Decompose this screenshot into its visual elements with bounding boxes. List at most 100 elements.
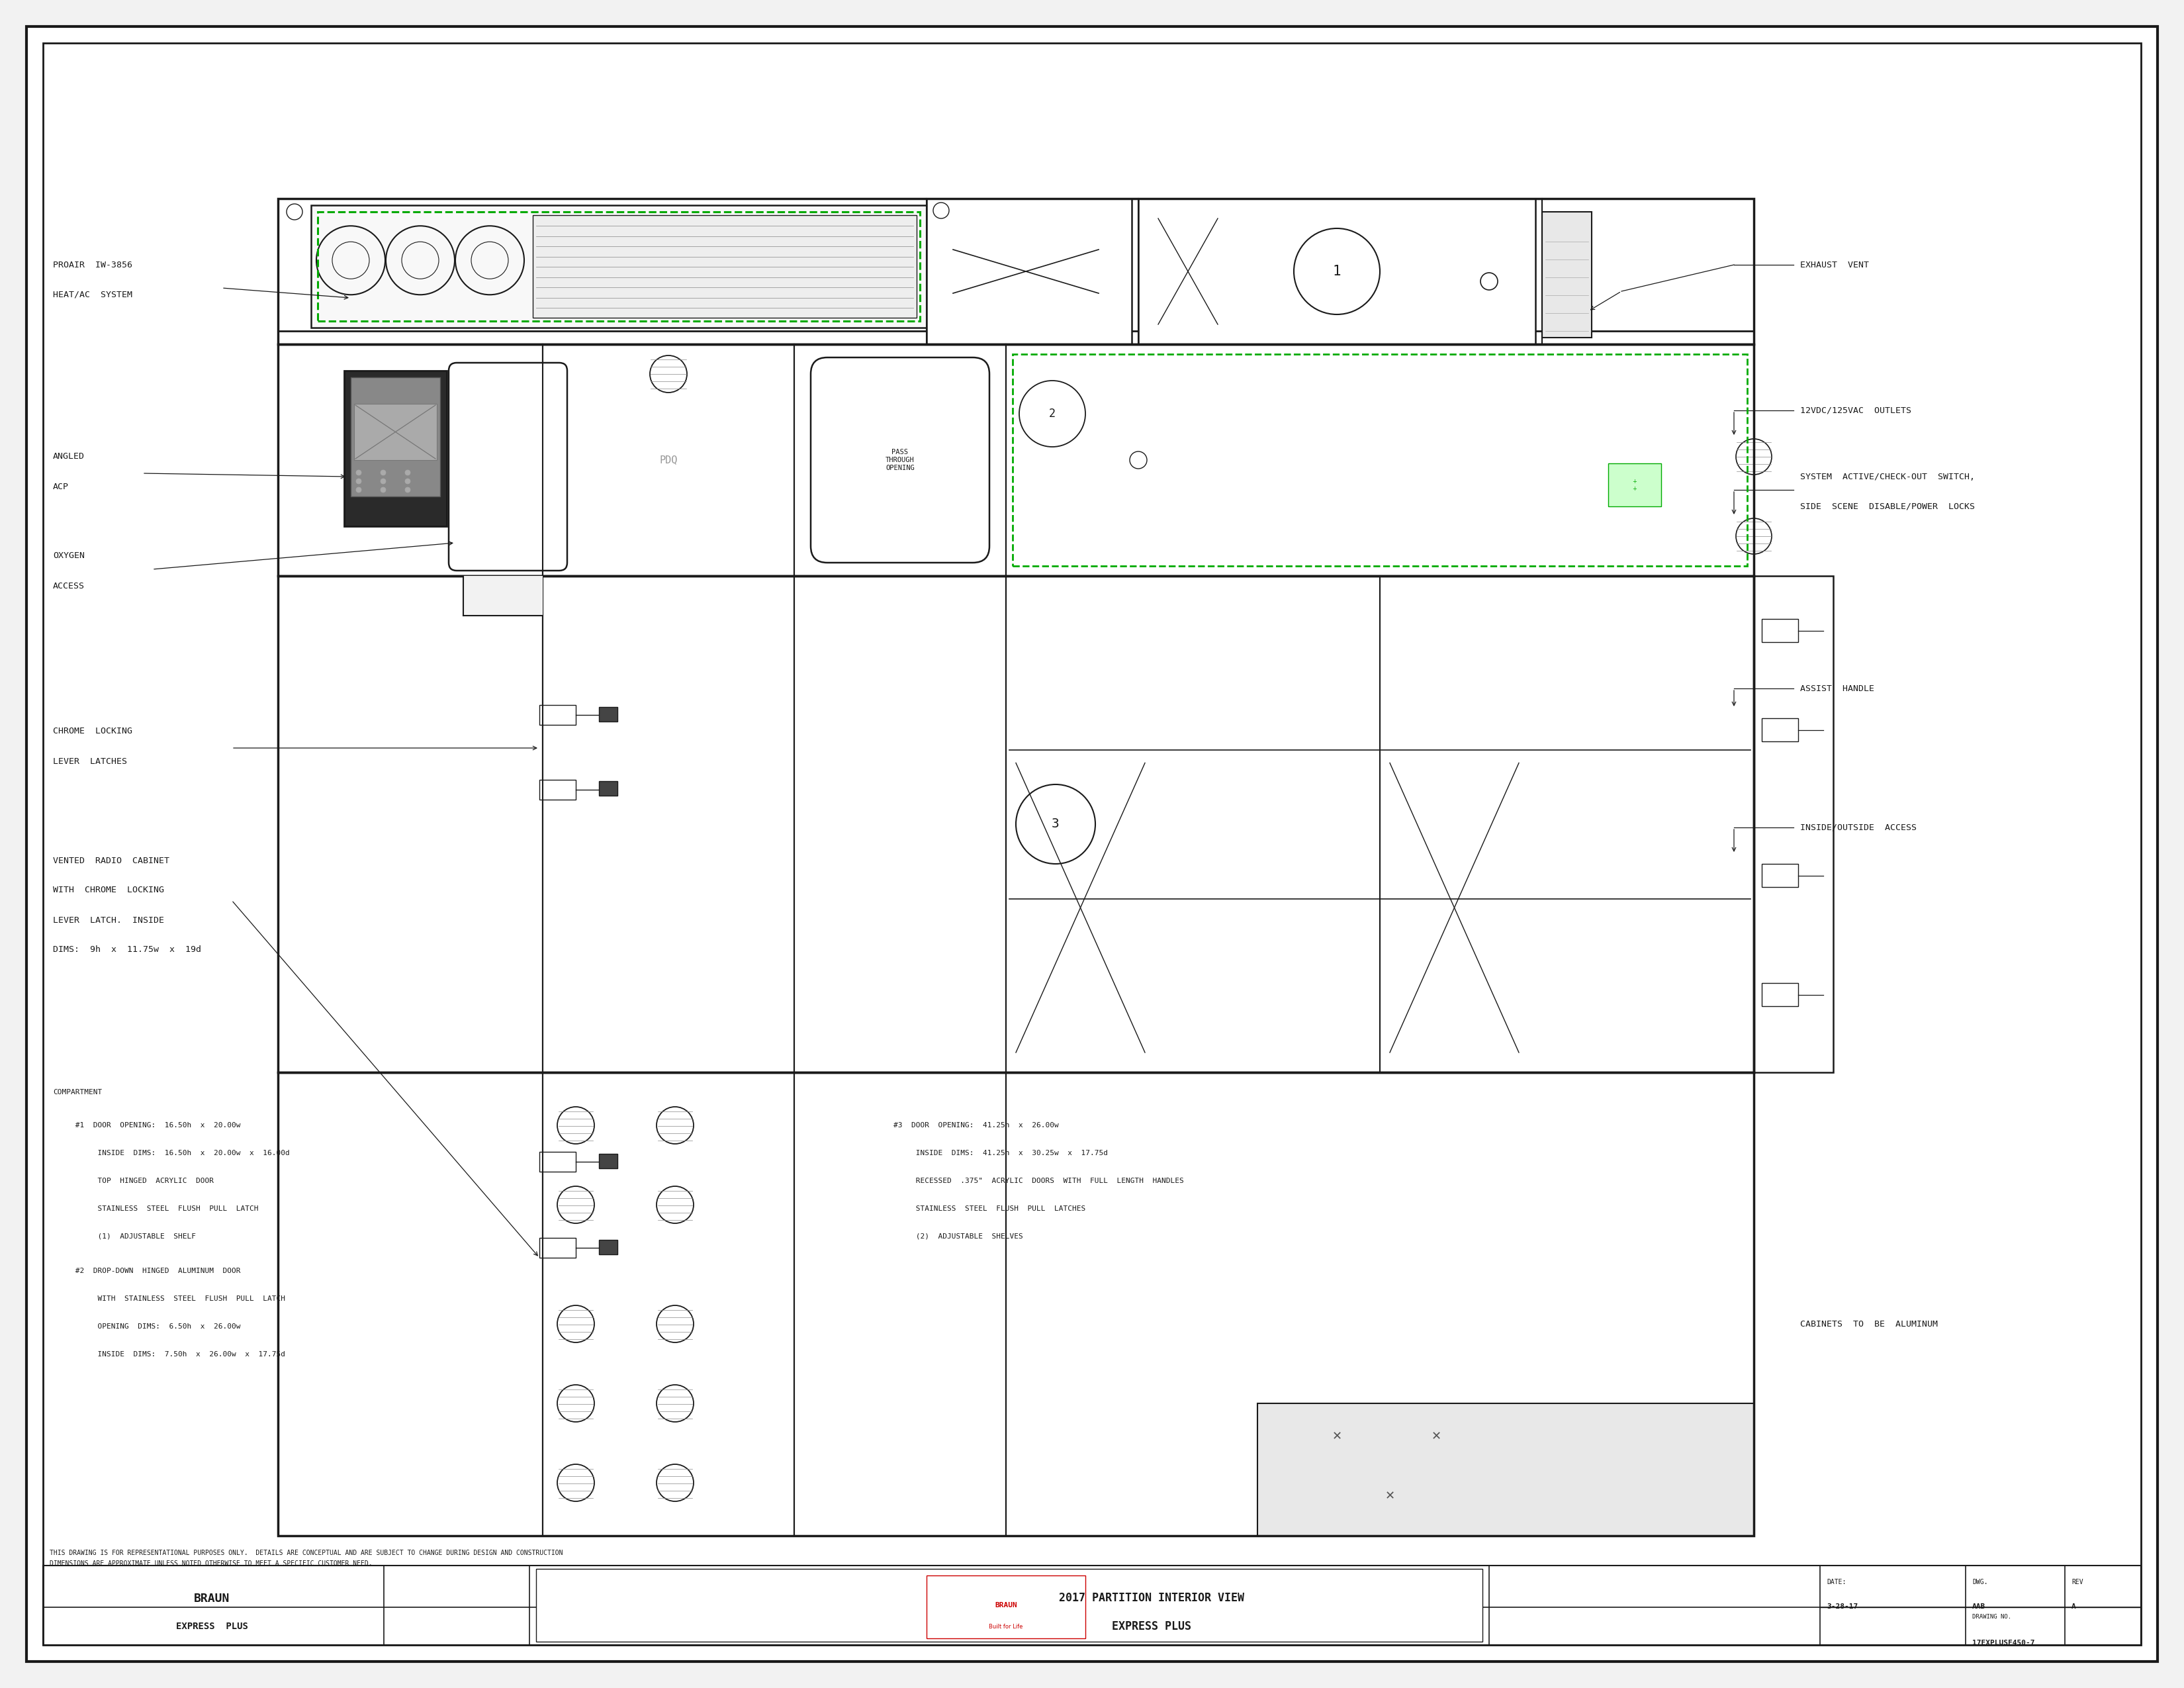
Text: 1: 1 <box>1332 265 1341 279</box>
Text: INSIDE/OUTSIDE  ACCESS: INSIDE/OUTSIDE ACCESS <box>1800 824 1918 832</box>
Circle shape <box>467 414 474 420</box>
Text: ACCESS: ACCESS <box>52 582 85 591</box>
Bar <box>539 1151 577 1171</box>
Bar <box>535 1568 1483 1642</box>
Bar <box>598 1155 618 1168</box>
Bar <box>277 199 1754 331</box>
Text: EXPRESS PLUS: EXPRESS PLUS <box>1112 1620 1190 1632</box>
Text: VENTED  RADIO  CABINET: VENTED RADIO CABINET <box>52 856 170 864</box>
Bar <box>277 199 1754 1536</box>
Text: CABINETS  TO  BE  ALUMINUM: CABINETS TO BE ALUMINUM <box>1800 1320 1937 1328</box>
Bar <box>1754 576 1832 1072</box>
Text: #2  DROP-DOWN  HINGED  ALUMINUM  DOOR: #2 DROP-DOWN HINGED ALUMINUM DOOR <box>52 1268 240 1274</box>
Bar <box>542 1072 795 1536</box>
Circle shape <box>404 488 411 493</box>
Text: DATE:: DATE: <box>1826 1578 1845 1585</box>
Bar <box>598 1241 618 1254</box>
Bar <box>310 206 926 327</box>
Text: INSIDE  DIMS:  41.25h  x  30.25w  x  17.75d: INSIDE DIMS: 41.25h x 30.25w x 17.75d <box>893 1150 1107 1156</box>
Text: EXPRESS  PLUS: EXPRESS PLUS <box>175 1622 247 1631</box>
Bar <box>533 214 917 317</box>
Bar <box>1762 717 1797 741</box>
Bar <box>277 344 1754 576</box>
Bar <box>926 1575 1085 1639</box>
Text: DIMENSIONS ARE APPROXIMATE UNLESS NOTED OTHERWISE TO MEET A SPECIFIC CUSTOMER NE: DIMENSIONS ARE APPROXIMATE UNLESS NOTED … <box>50 1560 371 1566</box>
Text: OPENING  DIMS:  6.50h  x  26.00w: OPENING DIMS: 6.50h x 26.00w <box>52 1323 240 1330</box>
Circle shape <box>380 469 387 476</box>
Circle shape <box>356 469 360 476</box>
Text: STAINLESS  STEEL  FLUSH  PULL  LATCH: STAINLESS STEEL FLUSH PULL LATCH <box>52 1205 258 1212</box>
Bar <box>539 706 577 724</box>
Bar <box>539 1237 577 1258</box>
Text: #1  DOOR  OPENING:  16.50h  x  20.00w: #1 DOOR OPENING: 16.50h x 20.00w <box>52 1123 240 1129</box>
Text: 17EXPLUSF450-7: 17EXPLUSF450-7 <box>1972 1639 2035 1646</box>
FancyBboxPatch shape <box>810 358 989 562</box>
Text: ✕: ✕ <box>1332 1430 1341 1443</box>
Text: 2: 2 <box>1048 408 1055 420</box>
Bar <box>795 576 1007 1072</box>
Text: PROAIR  IW-3856: PROAIR IW-3856 <box>52 260 133 268</box>
Text: COMPARTMENT: COMPARTMENT <box>52 1089 103 1096</box>
Bar <box>1607 464 1662 506</box>
Text: (2)  ADJUSTABLE  SHELVES: (2) ADJUSTABLE SHELVES <box>893 1234 1022 1241</box>
Circle shape <box>380 479 387 484</box>
Text: WITH  CHROME  LOCKING: WITH CHROME LOCKING <box>52 886 164 895</box>
Bar <box>1007 576 1754 1072</box>
Text: LEVER  LATCHES: LEVER LATCHES <box>52 756 127 766</box>
Text: ANGLED: ANGLED <box>52 452 85 461</box>
Text: WITH  STAINLESS  STEEL  FLUSH  PULL  LATCH: WITH STAINLESS STEEL FLUSH PULL LATCH <box>52 1295 286 1301</box>
Bar <box>277 576 542 1072</box>
Text: #3  DOOR  OPENING:  41.25h  x  26.00w: #3 DOOR OPENING: 41.25h x 26.00w <box>893 1123 1059 1129</box>
Bar <box>795 344 1007 576</box>
Text: 12VDC/125VAC  OUTLETS: 12VDC/125VAC OUTLETS <box>1800 407 1911 415</box>
Text: BRAUN: BRAUN <box>994 1602 1018 1609</box>
Bar <box>1762 982 1797 1006</box>
Bar <box>542 576 795 1072</box>
Bar <box>317 211 919 321</box>
Bar <box>539 780 577 800</box>
Text: Built for Life: Built for Life <box>989 1624 1022 1631</box>
Bar <box>795 1072 1007 1536</box>
Circle shape <box>356 479 360 484</box>
Bar <box>598 782 618 797</box>
Text: REV: REV <box>2070 1578 2084 1585</box>
Circle shape <box>467 441 474 447</box>
Bar <box>1258 1403 1754 1536</box>
Text: ASSIST  HANDLE: ASSIST HANDLE <box>1800 684 1874 692</box>
Text: (1)  ADJUSTABLE  SHELF: (1) ADJUSTABLE SHELF <box>52 1234 197 1241</box>
Text: CHROME  LOCKING: CHROME LOCKING <box>52 728 133 736</box>
Text: LEVER  LATCH.  INSIDE: LEVER LATCH. INSIDE <box>52 917 164 925</box>
Text: A: A <box>2070 1604 2077 1610</box>
Text: SYSTEM  ACTIVE/CHECK-OUT  SWITCH,: SYSTEM ACTIVE/CHECK-OUT SWITCH, <box>1800 473 1974 481</box>
Text: THIS DRAWING IS FOR REPRESENTATIONAL PURPOSES ONLY.  DETAILS ARE CONCEPTUAL AND : THIS DRAWING IS FOR REPRESENTATIONAL PUR… <box>50 1550 563 1556</box>
Text: +
+: + + <box>1631 479 1638 491</box>
Text: SIDE  SCENE  DISABLE/POWER  LOCKS: SIDE SCENE DISABLE/POWER LOCKS <box>1800 501 1974 511</box>
Bar <box>277 1072 1754 1536</box>
Text: 3: 3 <box>1053 819 1059 830</box>
Text: DIMS:  9h  x  11.75w  x  19d: DIMS: 9h x 11.75w x 19d <box>52 945 201 954</box>
Bar <box>1007 1072 1754 1536</box>
Text: 2017 PARTITION INTERIOR VIEW: 2017 PARTITION INTERIOR VIEW <box>1059 1592 1245 1604</box>
Text: DWG.: DWG. <box>1972 1578 1987 1585</box>
Text: TOP  HINGED  ACRYLIC  DOOR: TOP HINGED ACRYLIC DOOR <box>52 1178 214 1185</box>
Text: INSIDE  DIMS:  7.50h  x  26.00w  x  17.75d: INSIDE DIMS: 7.50h x 26.00w x 17.75d <box>52 1350 286 1357</box>
Text: OXYGEN: OXYGEN <box>52 552 85 560</box>
Text: ✕: ✕ <box>1385 1491 1396 1502</box>
Bar <box>354 403 437 461</box>
Text: 3-28-17: 3-28-17 <box>1826 1604 1859 1610</box>
Text: STAINLESS  STEEL  FLUSH  PULL  LATCHES: STAINLESS STEEL FLUSH PULL LATCHES <box>893 1205 1085 1212</box>
Bar <box>1762 619 1797 641</box>
Circle shape <box>404 469 411 476</box>
Text: HEAT/AC  SYSTEM: HEAT/AC SYSTEM <box>52 290 133 299</box>
Bar <box>1542 211 1592 338</box>
Circle shape <box>467 427 474 434</box>
Bar <box>345 371 448 527</box>
Bar <box>598 707 618 721</box>
Bar <box>1762 864 1797 886</box>
Bar <box>277 1072 1754 1536</box>
Text: AAB: AAB <box>1972 1604 1985 1610</box>
Bar <box>1138 199 1535 344</box>
Text: INSIDE  DIMS:  16.50h  x  20.00w  x  16.00d: INSIDE DIMS: 16.50h x 20.00w x 16.00d <box>52 1150 290 1156</box>
FancyBboxPatch shape <box>448 363 568 571</box>
Text: RECESSED  .375"  ACRYLIC  DOORS  WITH  FULL  LENGTH  HANDLES: RECESSED .375" ACRYLIC DOORS WITH FULL L… <box>893 1178 1184 1185</box>
